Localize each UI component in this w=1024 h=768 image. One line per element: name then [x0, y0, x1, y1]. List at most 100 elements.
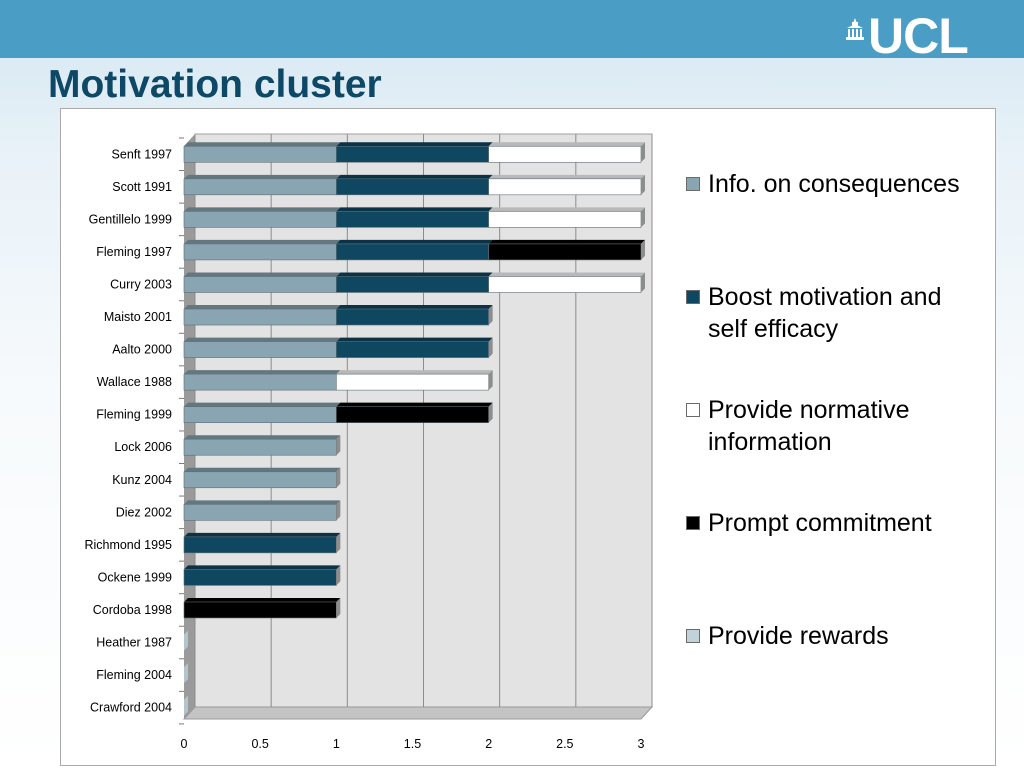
legend-label: Provide rewards	[708, 622, 889, 650]
bar-segment	[183, 504, 337, 521]
bar-end-face	[641, 272, 645, 293]
bar-top-face	[184, 435, 341, 440]
x-tick-label: 3	[638, 737, 645, 751]
bar-top-face	[336, 402, 493, 407]
category-label: Fleming 1999	[96, 408, 172, 422]
bar-end-face	[488, 402, 493, 423]
chart-floor	[182, 706, 654, 720]
bar-segment	[183, 276, 337, 293]
bar-top-face	[184, 174, 341, 179]
legend-label: Boost motivation and self efficacy	[708, 283, 942, 343]
bar-top-face	[336, 207, 493, 212]
category-label: Crawford 2004	[90, 701, 172, 715]
bar-segment	[183, 211, 337, 228]
bar-end-face	[641, 142, 645, 163]
bar-end-face	[641, 207, 645, 228]
x-tick-label: 0	[181, 737, 188, 751]
category-label: Scott 1991	[112, 180, 172, 194]
bar-segment	[336, 145, 489, 163]
bar-end-face	[336, 500, 341, 521]
legend-label: Info. on consequences	[708, 170, 960, 198]
category-label: Lock 2006	[114, 440, 172, 454]
category-label: Curry 2003	[110, 277, 172, 291]
ucl-logo: UCL	[846, 8, 969, 64]
bar-top-face	[336, 305, 493, 310]
bar-end-face	[488, 370, 493, 391]
logo-text: UCL	[868, 8, 969, 64]
category-label: Fleming 1997	[96, 245, 172, 259]
bar-end-face	[336, 435, 341, 456]
category-label: Cordoba 1998	[93, 603, 172, 617]
bar-end-face	[641, 174, 645, 195]
category-label: Heather 1987	[96, 636, 172, 650]
x-tick-label: 0.5	[251, 737, 268, 751]
category-label: Kunz 2004	[112, 473, 172, 487]
bar-segment	[336, 406, 489, 423]
bar-top-face	[184, 467, 341, 472]
x-tick-label: 1.5	[404, 737, 421, 751]
bar-top-face	[184, 272, 341, 277]
bar-segment	[183, 601, 337, 619]
bar-segment	[488, 145, 642, 163]
bar-top-face	[336, 174, 493, 179]
bar-top-face	[336, 337, 493, 342]
bar-segment	[336, 308, 489, 326]
bar-segment	[336, 341, 489, 358]
bar-top-face	[488, 239, 645, 244]
bar-end-face	[336, 467, 341, 488]
category-label: Diez 2002	[116, 505, 172, 519]
bar-top-face	[488, 142, 645, 147]
bar-stub	[184, 630, 188, 651]
bar-segment	[183, 178, 337, 196]
bar-segment	[336, 243, 489, 261]
bar-end-face	[641, 239, 645, 260]
bar-stub	[184, 663, 188, 684]
legend-swatch	[686, 629, 700, 643]
bar-segment	[488, 276, 642, 293]
x-tick-label: 1	[333, 737, 340, 751]
bar-segment	[183, 341, 337, 358]
category-label: Wallace 1988	[97, 375, 172, 389]
bar-segment	[183, 569, 337, 586]
bar-end-face	[488, 337, 493, 358]
legend-label: Provide normative information	[708, 396, 910, 456]
bar-top-face	[184, 532, 341, 537]
bar-segment	[183, 536, 337, 554]
bar-end-face	[336, 597, 341, 618]
bar-segment	[183, 308, 337, 326]
bar-top-face	[184, 370, 341, 375]
bar-end-face	[336, 532, 341, 553]
bar-top-face	[336, 142, 493, 147]
legend-label: Prompt commitment	[708, 509, 932, 537]
bar-segment	[488, 178, 642, 196]
bar-segment	[336, 373, 489, 391]
bar-top-face	[184, 207, 341, 212]
bar-stub	[184, 695, 188, 716]
bar-segment	[336, 211, 489, 228]
legend-item: Provide rewards	[686, 620, 986, 652]
bar-segment	[183, 243, 337, 261]
category-label: Aalto 2000	[112, 343, 172, 357]
bar-top-face	[184, 565, 341, 570]
bar-top-face	[184, 597, 341, 602]
category-label: Richmond 1995	[84, 538, 172, 552]
bar-end-face	[488, 305, 493, 326]
portico-icon	[846, 18, 864, 40]
category-label: Maisto 2001	[104, 310, 172, 324]
bar-top-face	[184, 239, 341, 244]
page-title: Motivation cluster	[48, 63, 382, 106]
bar-top-face	[184, 142, 341, 147]
category-label: Ockene 1999	[98, 570, 172, 584]
bar-segment	[488, 211, 642, 228]
bar-segment	[183, 145, 337, 163]
category-label: Gentillelo 1999	[89, 212, 172, 226]
bar-top-face	[184, 337, 341, 342]
legend-swatch	[686, 516, 700, 530]
bar-top-face	[336, 272, 493, 277]
legend-swatch	[686, 290, 700, 304]
bar-top-face	[336, 370, 493, 375]
bar-segment	[183, 438, 337, 456]
legend-item: Info. on consequences	[686, 168, 986, 200]
bar-top-face	[184, 500, 341, 505]
